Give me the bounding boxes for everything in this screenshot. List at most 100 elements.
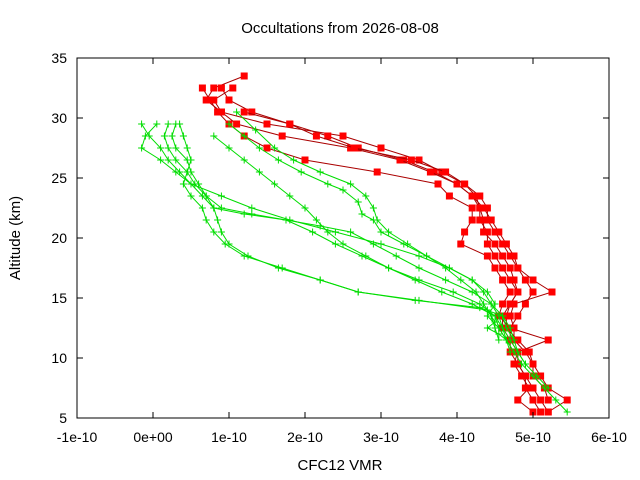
data-point-plus [373, 216, 381, 224]
data-point-square [502, 312, 510, 320]
data-point-square [426, 168, 434, 176]
data-point-plus [240, 252, 248, 260]
data-point-plus [138, 144, 146, 152]
data-point-plus [271, 180, 279, 188]
data-point-plus [449, 288, 457, 296]
x-axis-label: CFC12 VMR [297, 457, 382, 474]
data-point-plus [506, 324, 514, 332]
data-point-square [514, 396, 522, 404]
x-tick-label: 5e-10 [515, 429, 551, 445]
data-point-square [453, 180, 461, 188]
green-profile-series [225, 120, 503, 344]
data-point-plus [415, 296, 423, 304]
data-point-plus [217, 192, 225, 200]
data-point-plus [533, 372, 541, 380]
series-line [213, 87, 569, 413]
data-point-square [480, 204, 488, 212]
chart-title: Occultations from 2026-08-08 [241, 20, 439, 37]
data-point-plus [168, 132, 176, 140]
data-point-plus [331, 228, 339, 236]
data-point-plus [316, 168, 324, 176]
data-point-plus [392, 252, 400, 260]
data-point-plus [480, 288, 488, 296]
data-point-square [495, 228, 503, 236]
data-point-plus [225, 120, 233, 128]
data-point-plus [248, 204, 256, 212]
data-point-square [457, 240, 465, 248]
data-point-plus [377, 228, 385, 236]
data-point-square [506, 300, 514, 308]
data-point-square [514, 336, 522, 344]
data-point-plus [369, 204, 377, 212]
data-point-square [373, 168, 381, 176]
data-point-square [407, 156, 415, 164]
data-point-square [502, 240, 510, 248]
data-point-square [510, 360, 518, 368]
data-point-plus [487, 300, 495, 308]
data-point-plus [377, 240, 385, 248]
data-point-square [499, 300, 507, 308]
data-point-plus [472, 288, 480, 296]
green-profile-series [176, 120, 510, 344]
data-point-square [350, 144, 358, 152]
data-point-square [206, 96, 214, 104]
data-point-plus [445, 264, 453, 272]
data-point-square [514, 264, 522, 272]
data-point-square [537, 396, 545, 404]
data-point-plus [198, 204, 206, 212]
data-point-square [510, 276, 518, 284]
data-point-plus [195, 180, 203, 188]
y-tick-label: 15 [51, 290, 67, 306]
data-point-plus [240, 210, 248, 218]
data-point-square [354, 144, 362, 152]
data-point-square [514, 360, 522, 368]
data-point-plus [164, 144, 172, 152]
data-point-plus [362, 192, 370, 200]
data-point-square [476, 204, 484, 212]
x-tick-label: 0e+00 [133, 429, 173, 445]
data-point-square [312, 132, 320, 140]
data-point-plus [233, 108, 241, 116]
data-point-square [529, 288, 537, 296]
data-point-square [483, 216, 491, 224]
data-point-square [548, 288, 556, 296]
data-point-square [263, 120, 271, 128]
data-point-square [210, 84, 218, 92]
data-point-square [324, 132, 332, 140]
data-point-plus [274, 156, 282, 164]
data-point-square [263, 144, 271, 152]
data-point-square [415, 156, 423, 164]
data-point-square [529, 396, 537, 404]
data-point-square [468, 192, 476, 200]
x-tick-label: 6e-10 [591, 429, 627, 445]
data-point-plus [339, 240, 347, 248]
data-point-plus [286, 192, 294, 200]
data-point-plus [309, 228, 317, 236]
data-point-square [491, 228, 499, 236]
data-point-square [521, 372, 529, 380]
data-point-square [217, 108, 225, 116]
data-point-plus [164, 120, 172, 128]
data-point-square [214, 108, 222, 116]
data-point-square [476, 192, 484, 200]
data-point-square [506, 312, 514, 320]
data-point-square [198, 84, 206, 92]
data-point-plus [252, 126, 260, 134]
data-point-square [529, 384, 537, 392]
red-profile-series [240, 108, 552, 404]
data-point-plus [563, 408, 571, 416]
data-point-plus [160, 132, 168, 140]
x-tick-label: 1e-10 [211, 429, 247, 445]
data-point-plus [240, 156, 248, 164]
data-point-plus [347, 228, 355, 236]
data-point-square [461, 228, 469, 236]
data-point-square [510, 300, 518, 308]
data-point-plus [172, 144, 180, 152]
y-axis: 5 10 15 20 25 30 35 [51, 50, 609, 426]
x-axis: -1e-10 0e+00 1e-10 2e-10 3e-10 4e-10 5e-10 6e-1… [57, 58, 627, 445]
data-point-plus [415, 264, 423, 272]
data-point-square [514, 288, 522, 296]
data-point-plus [179, 180, 187, 188]
data-point-plus [141, 132, 149, 140]
series-line [213, 135, 515, 353]
